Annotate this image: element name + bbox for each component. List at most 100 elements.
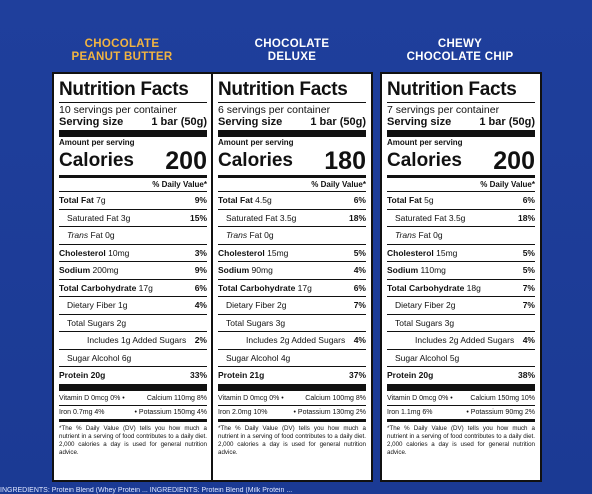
serving-size-label: Serving size bbox=[218, 116, 283, 128]
vitamin-d: Vitamin D 0mcg 0% • bbox=[218, 394, 284, 402]
nutrient-label: Sugar Alcohol 4g bbox=[226, 352, 291, 363]
amount-per-serving: Amount per serving bbox=[387, 138, 463, 147]
nutrient-dv: 5% bbox=[522, 247, 535, 258]
nutrient-dv: 6% bbox=[353, 195, 366, 205]
nutrient-label: Includes 2g Added Sugars bbox=[415, 335, 515, 345]
serving-size: Serving size 1 bar (50g) bbox=[59, 116, 207, 128]
calcium: Calcium 110mg 8% bbox=[146, 394, 207, 402]
nutrient-dv: 5% bbox=[522, 265, 535, 275]
nutrient-dv: 4% bbox=[353, 335, 366, 345]
nutrition-facts-panel: Nutrition Facts 6 servings per container… bbox=[211, 72, 373, 482]
serving-size-label: Serving size bbox=[387, 116, 452, 128]
vitamin-row: Vitamin D 0mcg 0% • Calcium 110mg 8% bbox=[59, 392, 207, 405]
serving-size-value: 1 bar (50g) bbox=[310, 116, 366, 128]
nutrient-dv: 6% bbox=[353, 282, 366, 293]
nutrient-label: Cholesterol bbox=[218, 247, 265, 258]
nutrient-dv: 6% bbox=[522, 195, 535, 205]
mineral-row: Iron 1.1mg 6% • Potassium 90mg 2% bbox=[387, 404, 535, 419]
nutrient-label: Saturated Fat 3g bbox=[67, 212, 131, 223]
nutrient-dv: 33% bbox=[189, 370, 207, 380]
nutrient-label: Total Carbohydrate bbox=[59, 282, 137, 293]
cholesterol-row: Cholesterol 15mg 5% bbox=[218, 243, 366, 262]
nutrient-label: Dietary Fiber 1g bbox=[67, 300, 128, 310]
nutrient-dv: 7% bbox=[353, 300, 366, 310]
nutrient-label-italic: Trans bbox=[395, 230, 417, 240]
nutrient-label: Sodium bbox=[218, 265, 250, 275]
sugars-row: Total Sugars 3g bbox=[387, 313, 535, 332]
nutrition-facts-panel: Nutrition Facts 10 servings per containe… bbox=[52, 72, 214, 482]
serving-size: Serving size 1 bar (50g) bbox=[387, 116, 535, 128]
sugar-alcohol-row: Sugar Alcohol 5g bbox=[387, 348, 535, 367]
nutrient-dv: 4% bbox=[522, 335, 535, 345]
protein-row: Protein 20g 38% bbox=[387, 366, 535, 384]
product-title: CHEWY CHOCOLATE CHIP bbox=[376, 38, 544, 64]
product-title-line2: PEANUT BUTTER bbox=[71, 51, 173, 63]
nutrient-amount: 90mg bbox=[251, 265, 273, 275]
saturated-fat-row: Saturated Fat 3g 15% bbox=[59, 208, 207, 227]
nutrition-facts-heading: Nutrition Facts bbox=[218, 79, 348, 100]
iron: Iron 2.0mg 10% bbox=[218, 408, 268, 416]
vitamin-row: Vitamin D 0mcg 0% • Calcium 100mg 8% bbox=[218, 392, 366, 405]
nutrient-dv: 3% bbox=[194, 247, 207, 258]
trans-fat-row: Trans Fat 0g bbox=[218, 226, 366, 244]
calories-label: Calories bbox=[218, 150, 293, 171]
nutrient-label: Fat 0g bbox=[90, 230, 115, 240]
nutrient-label: Saturated Fat 3.5g bbox=[226, 212, 297, 223]
mineral-row: Iron 0.7mg 4% • Potassium 150mg 4% bbox=[59, 404, 208, 419]
nutrient-label: Total Fat bbox=[387, 195, 422, 205]
sodium-row: Sodium 200mg 9% bbox=[59, 261, 207, 279]
nutrient-amount: 10mg bbox=[108, 247, 130, 258]
calories-value: 180 bbox=[324, 147, 366, 175]
nutrient-label: Sodium bbox=[59, 265, 91, 275]
footnote: *The % Daily Value (DV) tells you how mu… bbox=[59, 424, 207, 456]
nutrient-label: Total Sugars 2g bbox=[67, 317, 127, 328]
nutrient-label: Fat 0g bbox=[249, 230, 274, 240]
nutrient-label: Cholesterol bbox=[59, 247, 106, 258]
nutrient-dv: 5% bbox=[353, 247, 366, 258]
potassium: • Potassium 90mg 2% bbox=[466, 408, 535, 416]
fiber-row: Dietary Fiber 1g 4% bbox=[59, 296, 207, 314]
potassium: • Potassium 150mg 4% bbox=[134, 408, 208, 416]
nutrient-amount: 7g bbox=[96, 195, 106, 205]
footnote: *The % Daily Value (DV) tells you how mu… bbox=[218, 424, 366, 456]
footnote: *The % Daily Value (DV) tells you how mu… bbox=[387, 424, 535, 456]
servings-per-container: 6 servings per container bbox=[218, 104, 331, 116]
product-title: CHOCOLATE DELUXE bbox=[208, 38, 376, 64]
product-title-line1: CHOCOLATE bbox=[84, 38, 160, 50]
nutrient-dv: 6% bbox=[194, 282, 207, 293]
calcium: Calcium 100mg 8% bbox=[305, 394, 366, 402]
daily-value-header: % Daily Value* bbox=[480, 180, 535, 189]
nutrition-facts-heading: Nutrition Facts bbox=[59, 79, 189, 100]
calories-row: Calories 180 bbox=[218, 148, 366, 174]
nutrition-facts-heading: Nutrition Facts bbox=[387, 79, 517, 100]
ingredients-strip: INGREDIENTS: Protein Blend (Whey Protein… bbox=[0, 487, 293, 494]
nutrient-dv: 38% bbox=[517, 370, 535, 380]
sugars-row: Total Sugars 2g bbox=[59, 313, 207, 332]
amount-per-serving: Amount per serving bbox=[218, 138, 294, 147]
nutrient-label: Sugar Alcohol 6g bbox=[67, 352, 132, 363]
nutrient-label: Total Sugars 3g bbox=[395, 317, 455, 328]
nutrient-label: Sodium bbox=[387, 265, 419, 275]
total-fat-row: Total Fat 5g 6% bbox=[387, 191, 535, 209]
nutrient-amount: 17g bbox=[297, 282, 312, 293]
mineral-row: Iron 2.0mg 10% • Potassium 130mg 2% bbox=[218, 404, 366, 419]
nutrient-dv: 2% bbox=[194, 335, 207, 345]
nutrient-dv: 18% bbox=[348, 212, 366, 223]
fiber-row: Dietary Fiber 2g 7% bbox=[218, 296, 366, 314]
nutrient-amount: 5g bbox=[424, 195, 434, 205]
nutrient-label: Protein 20g bbox=[59, 370, 106, 380]
sodium-row: Sodium 110mg 5% bbox=[387, 261, 535, 279]
carbohydrate-row: Total Carbohydrate 18g 7% bbox=[387, 278, 535, 297]
nutrition-facts-panel: Nutrition Facts 7 servings per container… bbox=[380, 72, 542, 482]
cholesterol-row: Cholesterol 15mg 5% bbox=[387, 243, 535, 262]
product-title: CHOCOLATE PEANUT BUTTER bbox=[38, 38, 206, 64]
sodium-row: Sodium 90mg 4% bbox=[218, 261, 366, 279]
sugar-alcohol-row: Sugar Alcohol 4g bbox=[218, 348, 366, 367]
nutrient-label: Protein 21g bbox=[218, 370, 265, 380]
nutrient-label-italic: Trans bbox=[226, 230, 248, 240]
carbohydrate-row: Total Carbohydrate 17g 6% bbox=[59, 278, 207, 297]
nutrient-dv: 18% bbox=[517, 212, 535, 223]
nutrient-label: Total Carbohydrate bbox=[387, 282, 465, 293]
protein-row: Protein 20g 33% bbox=[59, 366, 207, 384]
nutrient-dv: 4% bbox=[353, 265, 366, 275]
